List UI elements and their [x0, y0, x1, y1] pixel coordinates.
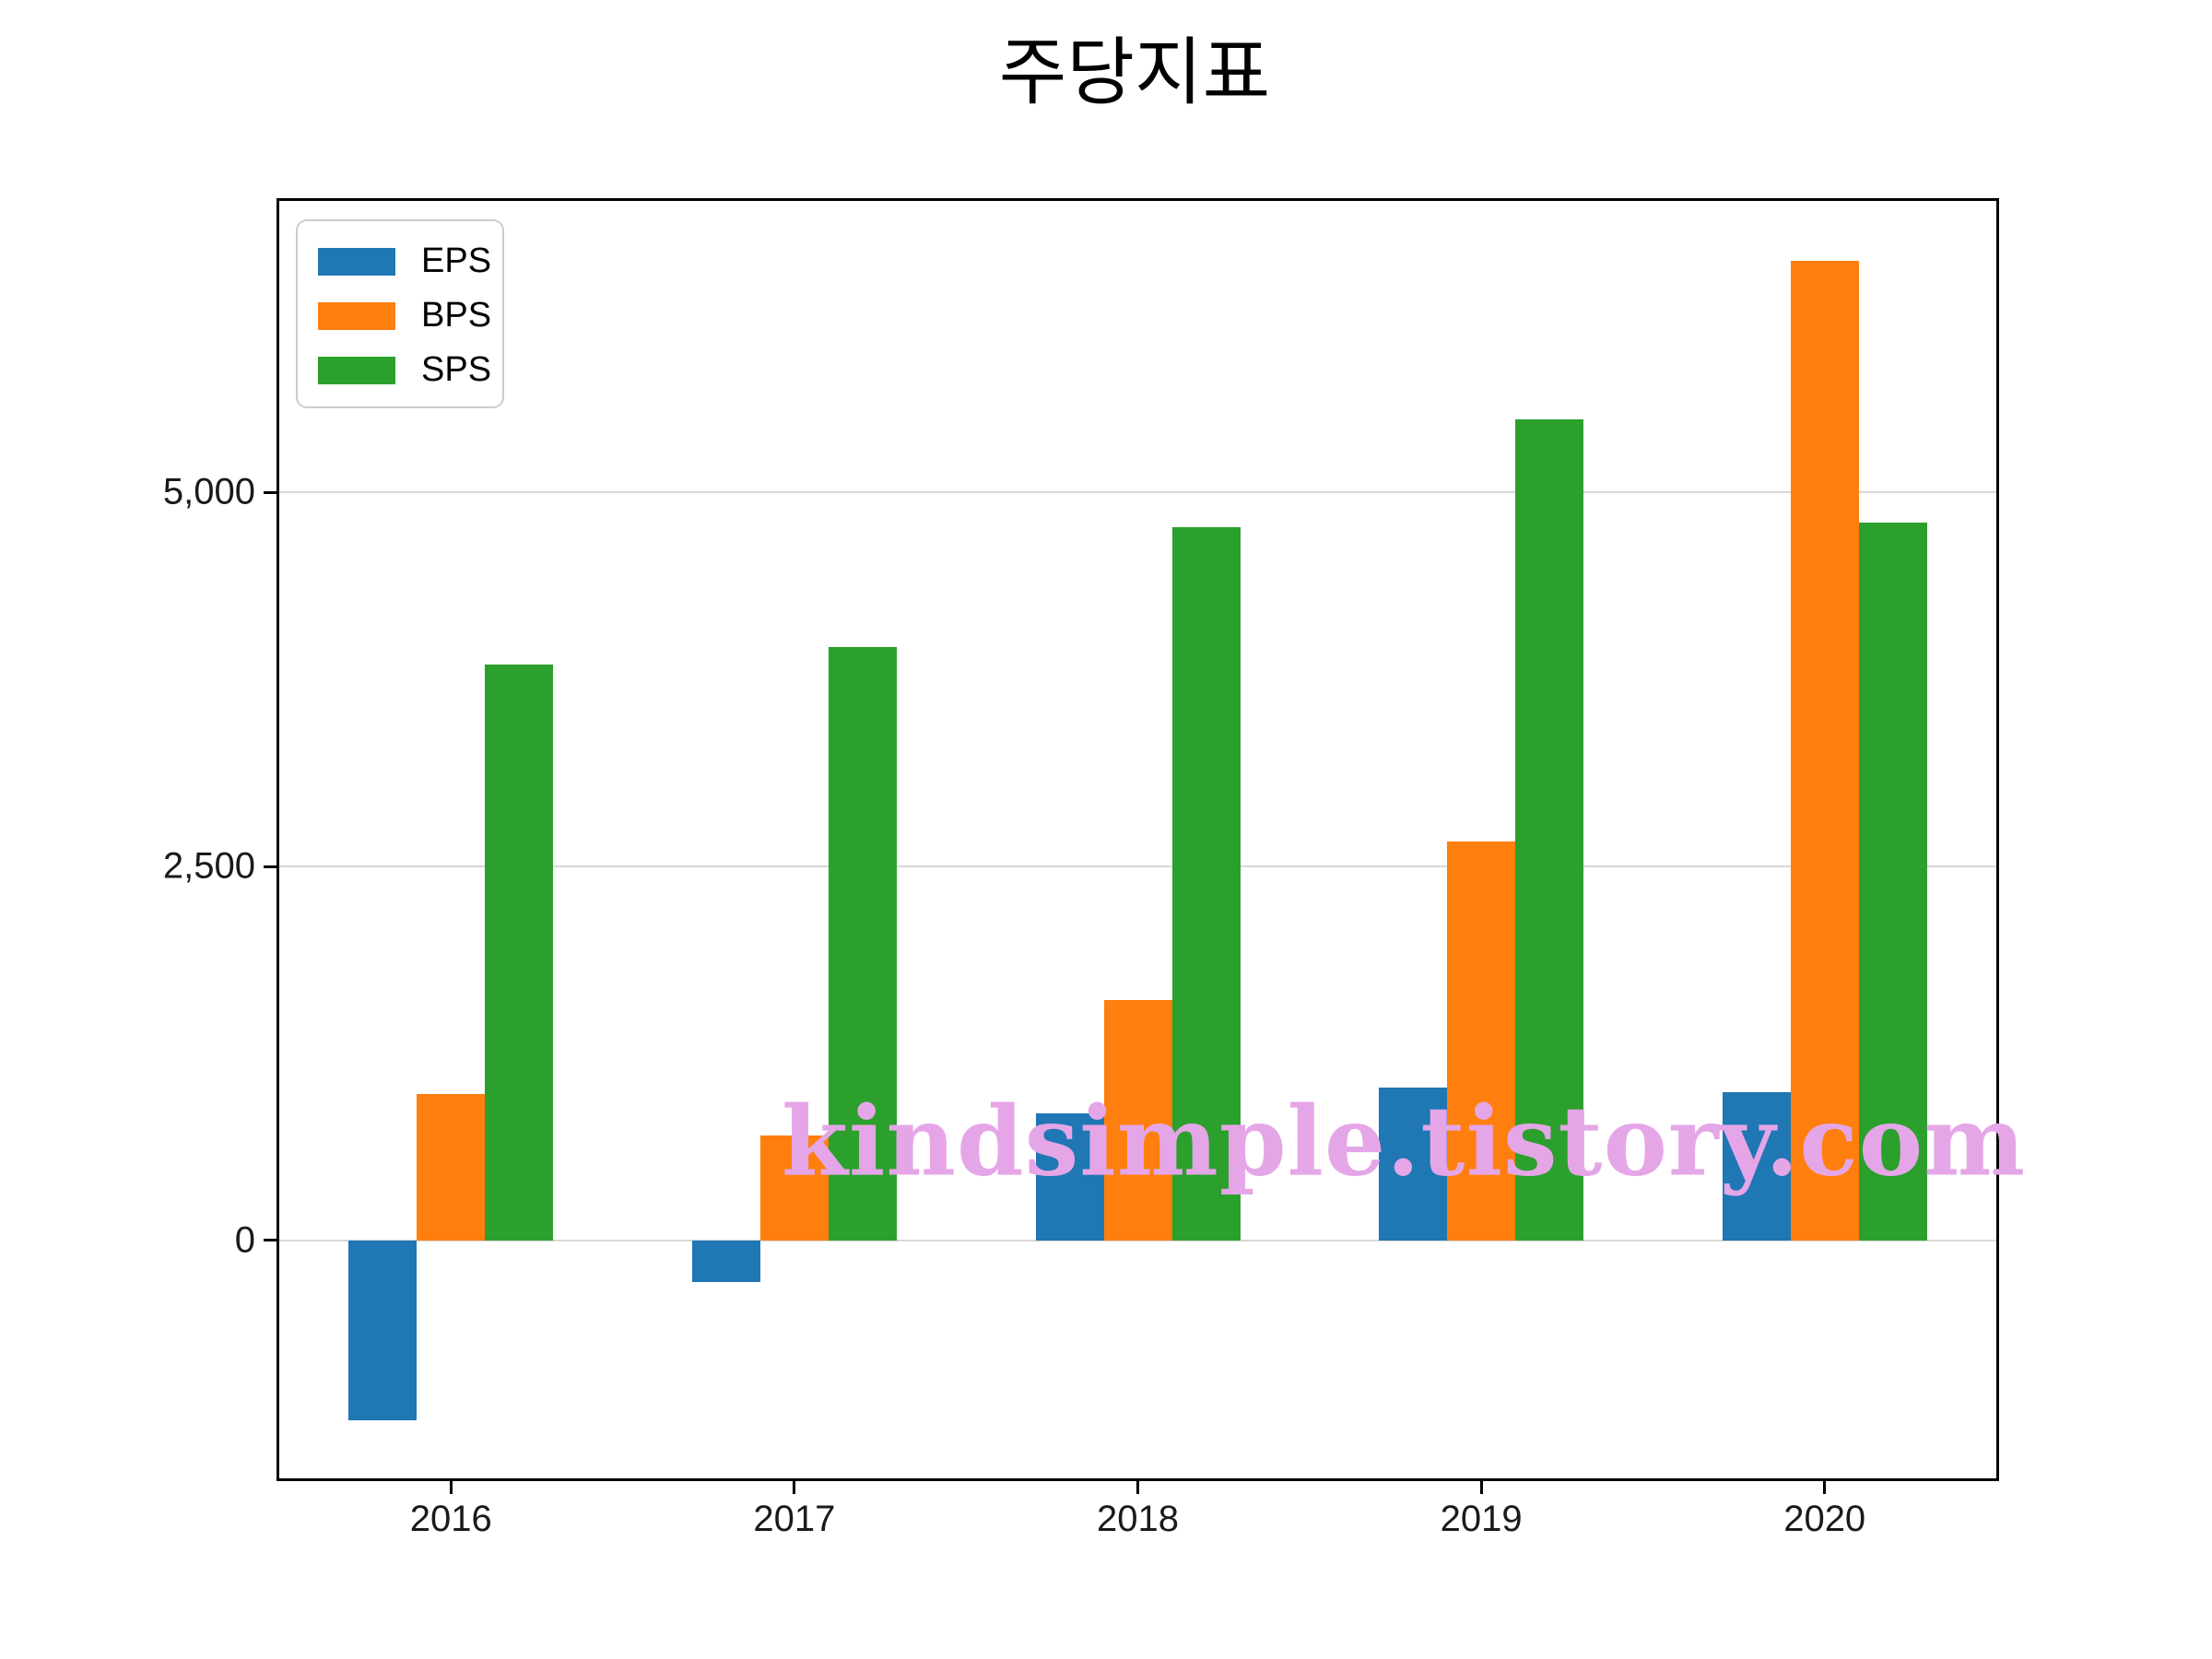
legend-label-BPS: BPS: [421, 296, 492, 335]
bar-BPS-2020: [1790, 260, 1859, 1241]
bar-EPS-2017: [691, 1240, 760, 1283]
y-tick-mark-2500: [264, 865, 276, 868]
bar-BPS-2016: [417, 1093, 486, 1241]
x-tick-label-2020: 2020: [1783, 1499, 1866, 1539]
x-tick-label-2017: 2017: [753, 1499, 836, 1539]
x-tick-mark-2019: [1479, 1481, 1483, 1494]
bar-EPS-2016: [348, 1240, 418, 1420]
y-tick-label-0: 0: [234, 1219, 255, 1261]
bar-EPS-2019: [1379, 1088, 1448, 1241]
bar-SPS-2016: [485, 665, 554, 1241]
bar-SPS-2020: [1858, 522, 1927, 1241]
y-tick-mark-5000: [264, 490, 276, 494]
y-tick-mark-0: [264, 1239, 276, 1242]
bar-BPS-2017: [759, 1135, 829, 1241]
bar-SPS-2019: [1515, 418, 1584, 1241]
x-tick-mark-2016: [449, 1481, 453, 1494]
gridline-0: [279, 1239, 1996, 1241]
bar-BPS-2018: [1103, 999, 1172, 1241]
legend-swatch-EPS: [318, 247, 395, 276]
x-tick-mark-2017: [793, 1481, 796, 1494]
legend-label-SPS: SPS: [421, 350, 492, 389]
x-tick-label-2019: 2019: [1440, 1499, 1523, 1539]
legend-entry-SPS: SPS: [318, 350, 502, 390]
bar-SPS-2018: [1171, 526, 1241, 1241]
legend-entry-BPS: BPS: [318, 296, 502, 335]
legend-entry-EPS: EPS: [318, 241, 502, 281]
legend-swatch-BPS: [318, 301, 395, 330]
y-tick-label-2500: 2,500: [162, 845, 255, 887]
bar-SPS-2017: [828, 646, 897, 1241]
legend-label-EPS: EPS: [421, 241, 492, 280]
watermark: kindsimple.tistory.com: [781, 1084, 2027, 1198]
y-tick-label-5000: 5,000: [162, 471, 255, 512]
legend-swatch-SPS: [318, 356, 395, 384]
gridline-2500: [279, 865, 1996, 868]
bar-BPS-2019: [1447, 841, 1516, 1241]
legend: EPS BPS SPS: [296, 219, 504, 408]
bar-EPS-2018: [1035, 1113, 1104, 1241]
plot-area: EPS BPS SPS kindsimple.tistory.com 0 2,500 5…: [163, 198, 2025, 1539]
gridline-5000: [279, 491, 1996, 494]
x-tick-label-2018: 2018: [1097, 1499, 1179, 1539]
x-tick-label-2016: 2016: [409, 1499, 492, 1539]
bar-EPS-2020: [1722, 1092, 1791, 1241]
x-tick-mark-2018: [1136, 1481, 1139, 1494]
chart-title: 주당지표: [998, 31, 1271, 113]
x-tick-mark-2020: [1823, 1481, 1827, 1494]
